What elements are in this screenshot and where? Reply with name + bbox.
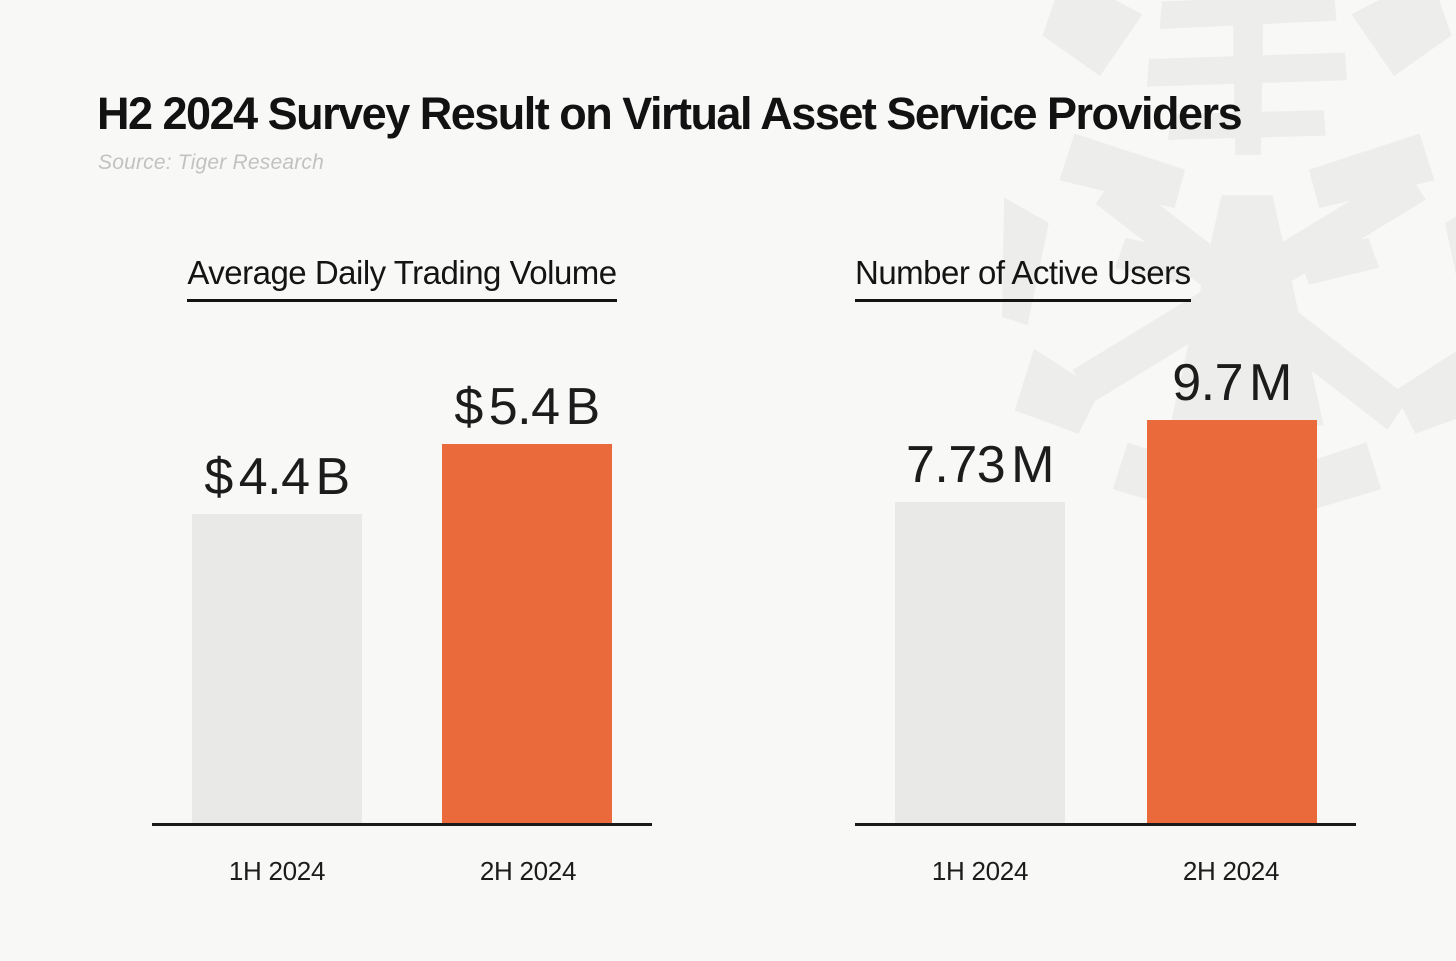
- bar: [1147, 420, 1317, 823]
- bar-value-label: $ 4.4 B: [204, 448, 350, 506]
- bar-value-label: 7.73 M: [906, 436, 1054, 494]
- bar: [442, 444, 612, 823]
- bar-group-2h-2024: 9.7 M: [1147, 357, 1317, 823]
- x-axis-label: 2H 2024: [479, 856, 577, 886]
- x-axis-labels: 1H 2024 2H 2024: [152, 856, 652, 890]
- bar-value-label: 9.7 M: [1172, 354, 1292, 412]
- x-axis-label: 1H 2024: [931, 856, 1029, 886]
- chart-title-row: Number of Active Users: [855, 254, 1356, 302]
- x-axis-labels: 1H 2024 2H 2024: [855, 856, 1356, 890]
- plot-area: $ 4.4 B $ 5.4 B 1H 2024 2H 2024: [152, 314, 652, 886]
- x-axis-line: [855, 823, 1356, 826]
- chart-title: Average Daily Trading Volume: [187, 254, 617, 302]
- chart-title: Number of Active Users: [855, 254, 1191, 302]
- bar: [192, 514, 362, 823]
- bar-group-1h-2024: $ 4.4 B: [192, 451, 362, 823]
- chart-active-users: Number of Active Users 7.73 M 9.7 M 1H 2…: [855, 254, 1356, 914]
- plot-area: 7.73 M 9.7 M 1H 2024 2H 2024: [855, 314, 1356, 886]
- bar-group-1h-2024: 7.73 M: [895, 439, 1065, 823]
- chart-trading-volume: Average Daily Trading Volume $ 4.4 B $ 5…: [152, 254, 652, 914]
- bar-group-2h-2024: $ 5.4 B: [442, 381, 612, 823]
- bar: [895, 502, 1065, 823]
- x-axis-label: 2H 2024: [1182, 856, 1280, 886]
- x-axis-line: [152, 823, 652, 826]
- page-title: H2 2024 Survey Result on Virtual Asset S…: [97, 88, 1243, 139]
- source-note: Source: Tiger Research: [98, 151, 324, 174]
- x-axis-label: 1H 2024: [228, 856, 326, 886]
- bar-value-label: $ 5.4 B: [454, 378, 600, 436]
- chart-title-row: Average Daily Trading Volume: [152, 254, 652, 302]
